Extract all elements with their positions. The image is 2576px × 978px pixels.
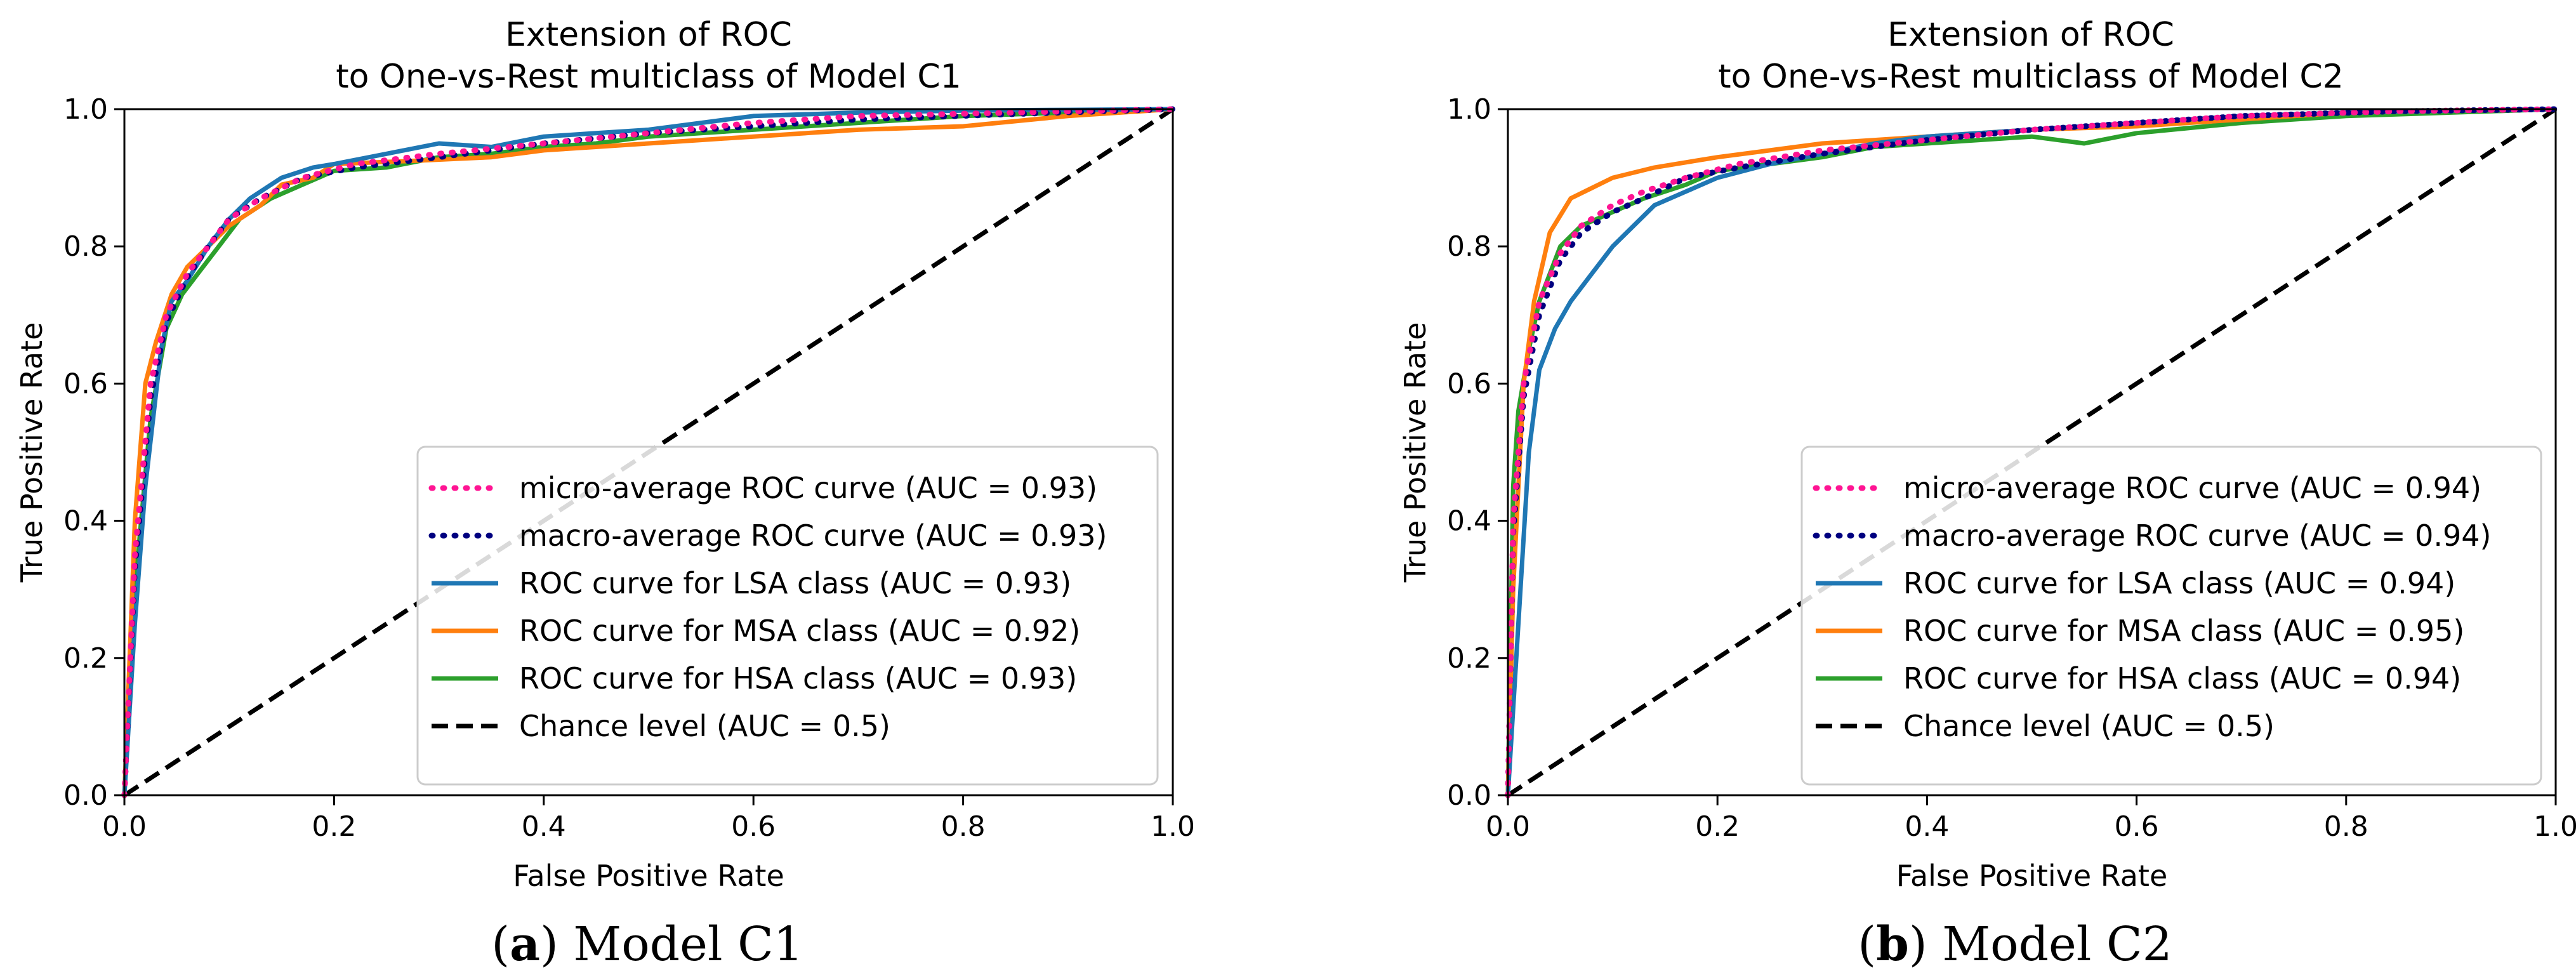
- chart-title-line-1: Extension of ROC: [1887, 16, 2174, 54]
- legend-label-hsa: ROC curve for HSA class (AUC = 0.94): [1903, 661, 2461, 696]
- chart-panel-2: Extension of ROC to One-vs-Rest multiclas…: [1398, 16, 2576, 972]
- legend-label-micro: micro-average ROC curve (AUC = 0.94): [1903, 471, 2481, 505]
- x-tick-label: 0.0: [102, 810, 147, 843]
- x-tick-label: 0.2: [312, 810, 356, 843]
- legend: micro-average ROC curve (AUC = 0.94) macr…: [1800, 446, 2542, 786]
- y-tick-label: 0.0: [1447, 779, 1491, 812]
- plot-lines: [1505, 106, 2559, 798]
- legend-label-msa: ROC curve for MSA class (AUC = 0.92): [519, 614, 1080, 648]
- x-tick-label: 0.8: [2324, 810, 2368, 843]
- x-tick-label: 1.0: [2533, 810, 2576, 843]
- y-tick-label: 1.0: [63, 93, 108, 126]
- chart-title: Extension of ROC to One-vs-Rest multiclas…: [336, 16, 961, 96]
- legend-label-macro: macro-average ROC curve (AUC = 0.93): [519, 519, 1107, 553]
- caption-close-paren: ): [1909, 917, 1942, 972]
- x-tick-label: 0.8: [941, 810, 986, 843]
- x-axis-label: False Positive Rate: [513, 859, 784, 893]
- chart-title-line-1: Extension of ROC: [505, 16, 792, 54]
- series-line-micro: [1505, 106, 2559, 798]
- plot-frame: [1507, 108, 2557, 796]
- legend-label-micro: micro-average ROC curve (AUC = 0.93): [519, 471, 1097, 505]
- y-tick-label: 0.4: [1447, 505, 1491, 538]
- caption-label: b: [1876, 917, 1909, 972]
- y-tick-label: 0.2: [63, 642, 108, 675]
- x-tick-label: 0.6: [731, 810, 776, 843]
- caption-close-paren: ): [540, 917, 573, 972]
- x-tick-label: 1.0: [1151, 810, 1195, 843]
- x-axis-label: False Positive Rate: [1896, 859, 2168, 893]
- y-axis-label: True Positive Rate: [1398, 322, 1432, 583]
- figure-caption: (a) Model C1: [491, 917, 803, 972]
- chart-panel-1: Extension of ROC to One-vs-Rest multiclas…: [15, 16, 1195, 972]
- caption-text: Model C2: [1942, 917, 2172, 972]
- figure-caption: (b) Model C2: [1858, 917, 2172, 972]
- caption-label: a: [510, 917, 540, 972]
- y-tick-label: 0.6: [63, 367, 108, 400]
- plot-frame: [123, 108, 1174, 796]
- legend-label-hsa: ROC curve for HSA class (AUC = 0.93): [519, 661, 1077, 696]
- legend-box: [416, 446, 1159, 786]
- x-tick-label: 0.4: [1905, 810, 1949, 843]
- chart-title-line-2: to One-vs-Rest multiclass of Model C1: [336, 58, 961, 96]
- y-tick-label: 0.4: [63, 505, 108, 538]
- series-line-msa: [1505, 107, 2556, 796]
- caption-open-paren: (: [1858, 917, 1876, 972]
- y-tick-label: 0.0: [63, 779, 108, 812]
- legend-label-macro: macro-average ROC curve (AUC = 0.94): [1903, 519, 2492, 553]
- y-tick-label: 0.8: [63, 230, 108, 263]
- caption-open-paren: (: [491, 917, 510, 972]
- y-tick-label: 1.0: [1447, 93, 1491, 126]
- chart-title-line-2: to One-vs-Rest multiclass of Model C2: [1718, 58, 2344, 96]
- y-tick-label: 0.6: [1447, 367, 1491, 400]
- legend-label-lsa: ROC curve for LSA class (AUC = 0.94): [1903, 566, 2455, 600]
- x-tick-label: 0.4: [522, 810, 566, 843]
- x-tick-label: 0.2: [1695, 810, 1740, 843]
- legend-label-lsa: ROC curve for LSA class (AUC = 0.93): [519, 566, 1071, 600]
- legend: micro-average ROC curve (AUC = 0.93) macr…: [416, 446, 1159, 786]
- caption-text: Model C1: [573, 917, 803, 972]
- series-line-micro: [121, 106, 1176, 798]
- x-tick-label: 0.0: [1486, 810, 1530, 843]
- plot-lines: [121, 106, 1176, 798]
- x-tick-label: 0.6: [2115, 810, 2159, 843]
- y-axis-label: True Positive Rate: [15, 322, 49, 583]
- legend-label-chance: Chance level (AUC = 0.5): [519, 709, 890, 743]
- chart-title: Extension of ROC to One-vs-Rest multiclas…: [1718, 16, 2344, 96]
- legend-label-chance: Chance level (AUC = 0.5): [1903, 709, 2275, 743]
- y-tick-label: 0.2: [1447, 642, 1491, 675]
- legend-box: [1800, 446, 2542, 786]
- y-tick-label: 0.8: [1447, 230, 1491, 263]
- legend-label-msa: ROC curve for MSA class (AUC = 0.95): [1903, 614, 2464, 648]
